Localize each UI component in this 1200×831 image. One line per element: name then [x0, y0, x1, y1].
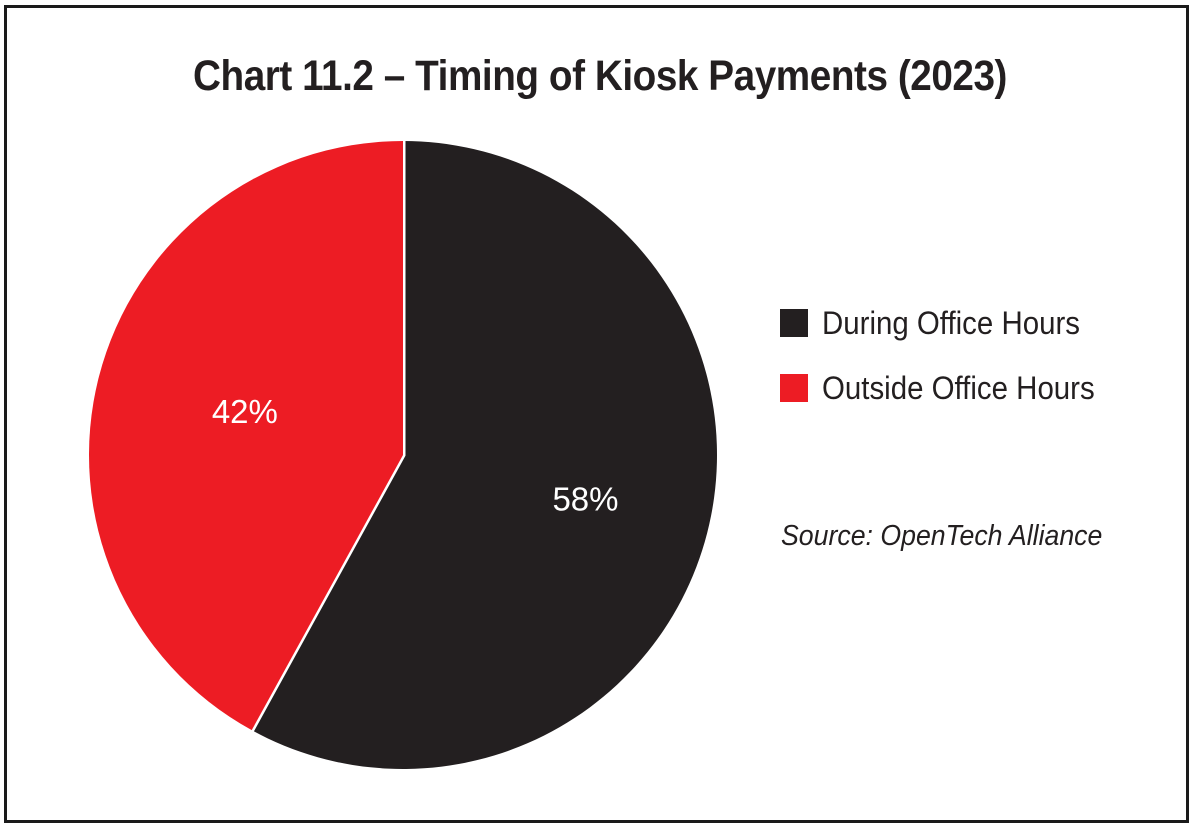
- pie-slice-outside-office-hours: [86, 138, 406, 734]
- legend-swatch-outside-office-hours: [780, 374, 808, 402]
- slice-label-during-office-hours: 58%: [552, 481, 618, 518]
- slice-label-outside-office-hours: 42%: [212, 393, 278, 430]
- legend-item-during-office-hours: During Office Hours: [780, 303, 1118, 343]
- pie-slices: [86, 138, 720, 772]
- source-note: Source: OpenTech Alliance: [781, 520, 1103, 552]
- legend-swatch-during-office-hours: [780, 309, 808, 337]
- legend: During Office Hours Outside Office Hours: [780, 303, 1118, 433]
- legend-label-during-office-hours: During Office Hours: [822, 304, 1080, 341]
- legend-label-outside-office-hours: Outside Office Hours: [822, 369, 1095, 406]
- chart-title: Chart 11.2 – Timing of Kiosk Payments (2…: [193, 52, 1007, 100]
- pie-slice-labels: 58% 42%: [212, 393, 619, 517]
- pie-slice-during-office-hours: [248, 138, 720, 772]
- legend-item-outside-office-hours: Outside Office Hours: [780, 368, 1118, 408]
